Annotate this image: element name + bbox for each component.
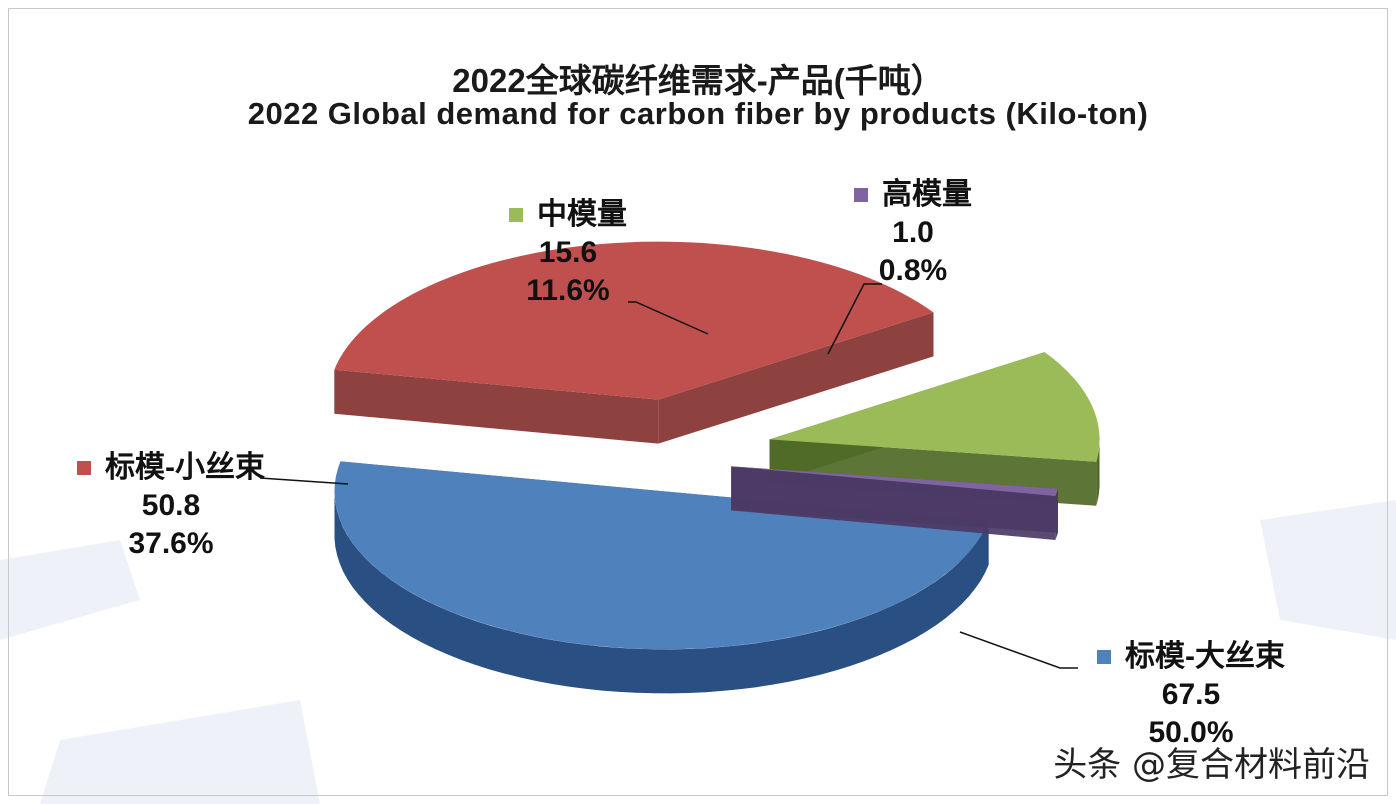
watermark: 头条 @复合材料前沿	[1053, 745, 1370, 785]
chart-title: 2022全球碳纤维需求-产品(千吨）	[452, 62, 944, 99]
slice-value-mid: 15.6	[538, 236, 598, 269]
legend-swatch-mid	[509, 208, 523, 222]
slice-name-small: 标模-小丝束	[105, 451, 265, 484]
slice-percent-high: 0.8%	[878, 254, 948, 287]
slice-percent-mid: 11.6%	[526, 274, 610, 307]
pie-top-mid	[769, 352, 1100, 462]
pie-wall-small-1	[658, 312, 934, 444]
slice-value-high: 1.0	[892, 216, 934, 249]
leader-line-small	[259, 477, 349, 485]
leader-line-mid	[628, 301, 709, 335]
pie-side-large	[334, 494, 989, 694]
legend-swatch-small	[77, 461, 91, 475]
chart-subtitle: 2022 Global demand for carbon fiber by p…	[247, 96, 1149, 131]
legend-swatch-high	[854, 188, 868, 202]
leader-line-large	[959, 631, 1078, 669]
slice-percent-small: 37.6%	[128, 527, 214, 560]
pie-side-mid	[1096, 436, 1100, 506]
slice-name-high: 高模量	[882, 178, 972, 211]
pie-wall-high-1	[731, 466, 1056, 540]
slice-name-large: 标模-大丝束	[1125, 640, 1285, 673]
pie-top-small	[334, 241, 934, 400]
pie-wall-small-0	[334, 369, 659, 444]
slice-label-large: 标模-大丝束 67.5 50.0%	[1076, 638, 1306, 752]
slice-percent-large: 50.0%	[1148, 716, 1234, 749]
legend-swatch-large	[1097, 650, 1111, 664]
slice-value-small: 50.8	[141, 489, 201, 522]
slice-label-high: 高模量 1.0 0.8%	[838, 176, 988, 290]
slice-label-mid: 中模量 15.6 11.6%	[488, 196, 648, 310]
pie-slice-small	[334, 241, 934, 444]
chart-frame	[8, 8, 1388, 796]
slice-value-large: 67.5	[1161, 678, 1221, 711]
pie-top-high	[731, 466, 1058, 496]
pie-slice-high	[731, 466, 1058, 540]
slice-label-small: 标模-小丝束 50.8 37.6%	[56, 449, 286, 563]
leader-line-high	[827, 283, 882, 355]
slice-name-mid: 中模量	[537, 198, 627, 231]
